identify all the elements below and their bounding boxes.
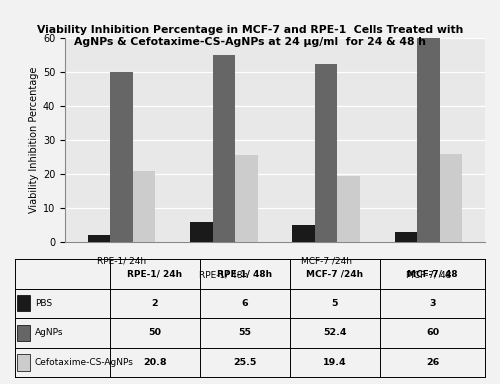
Y-axis label: Viability Inhibition Percentage: Viability Inhibition Percentage [28,67,38,214]
Bar [418,38,440,242]
Text: AgNPs: AgNPs [35,328,64,338]
Bar [88,235,110,242]
Bar [315,64,338,242]
Text: 3: 3 [429,299,436,308]
Bar [18,325,30,341]
Text: 20.8: 20.8 [143,358,167,367]
Bar [395,232,417,242]
Text: 5: 5 [332,299,338,308]
Text: Cefotaxime-CS-AgNPs: Cefotaxime-CS-AgNPs [35,358,134,367]
Text: 6: 6 [242,299,248,308]
Text: 50: 50 [148,328,162,338]
Text: PBS: PBS [35,299,52,308]
Text: RPE-1/ 48h: RPE-1/ 48h [199,270,248,280]
Text: MCF-7/ 48: MCF-7/ 48 [407,269,458,278]
Text: 55: 55 [238,328,252,338]
Text: RPE-1/ 24h: RPE-1/ 24h [128,269,182,278]
Bar [18,295,30,311]
Text: MCF-7/ 48: MCF-7/ 48 [406,270,452,280]
Text: RPE-1/ 24h: RPE-1/ 24h [97,256,146,265]
Bar [110,72,132,242]
Text: 2: 2 [152,299,158,308]
Text: 26: 26 [426,358,439,367]
Bar [212,55,235,242]
Bar [440,154,462,242]
Text: MCF-7 /24h: MCF-7 /24h [300,256,352,265]
Text: 25.5: 25.5 [234,358,256,367]
Text: RPE-1/ 48h: RPE-1/ 48h [218,269,272,278]
Text: 52.4: 52.4 [323,328,346,338]
Text: 19.4: 19.4 [323,358,347,367]
Bar [338,176,360,242]
Text: 60: 60 [426,328,439,338]
Text: MCF-7 /24h: MCF-7 /24h [306,269,364,278]
Bar [18,354,30,371]
Bar [235,156,258,242]
Bar [190,222,212,242]
Bar [292,225,315,242]
Text: Viability Inhibition Percentage in MCF-7 and RPE-1  Cells Treated with
AgNPs & C: Viability Inhibition Percentage in MCF-7… [37,25,463,46]
Bar [132,171,155,242]
